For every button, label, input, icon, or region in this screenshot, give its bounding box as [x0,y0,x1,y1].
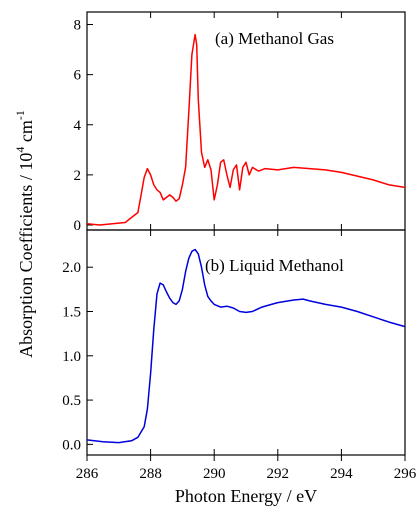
x-tick-label-0: 286 [76,466,99,482]
y-tick-label-b-2: 1.0 [62,349,81,365]
panel-b-label: (b) Liquid Methanol [205,256,344,275]
x-axis-title: Photon Energy / eV [175,486,317,506]
y-axis-title-exp1: 4 [13,147,27,153]
x-tick-label-2: 290 [203,466,226,482]
y-tick-label-a-4: 8 [74,18,82,34]
panel-b-frame [86,229,406,456]
y-tick-label-a-3: 6 [74,68,82,84]
y-axis-title-exp2: -1 [13,110,27,120]
y-tick-label-a-1: 2 [74,168,82,184]
y-tick-label-a-2: 4 [74,118,82,134]
x-axis: 286 288 290 292 294 296 [76,455,417,482]
series-line-a-0 [86,33,406,226]
y-tick-label-a-0: 0 [74,218,82,234]
panel-a-label: (a) Methanol Gas [215,29,334,48]
y-axis-title: Absorption Coefficients / 104 cm-1 [13,110,36,358]
panel-a: 0 2 4 6 8 [74,12,406,234]
x-tick-label-4: 294 [330,466,353,482]
x-tick-label-1: 288 [139,466,162,482]
panel-b: 0.0 0.5 1.0 1.5 2.0 [62,230,406,455]
y-axis-title-prefix: Absorption Coefficients / 10 [16,153,36,358]
y-tick-label-b-4: 2.0 [62,260,81,276]
y-axis-title-mid: cm [16,120,36,147]
x-tick-label-5: 296 [394,466,417,482]
y-tick-label-b-0: 0.0 [62,437,81,453]
y-tick-label-b-3: 1.5 [62,304,81,320]
x-tick-label-3: 292 [267,466,290,482]
y-tick-label-b-1: 0.5 [62,393,81,409]
series-line-b-0 [86,248,406,444]
